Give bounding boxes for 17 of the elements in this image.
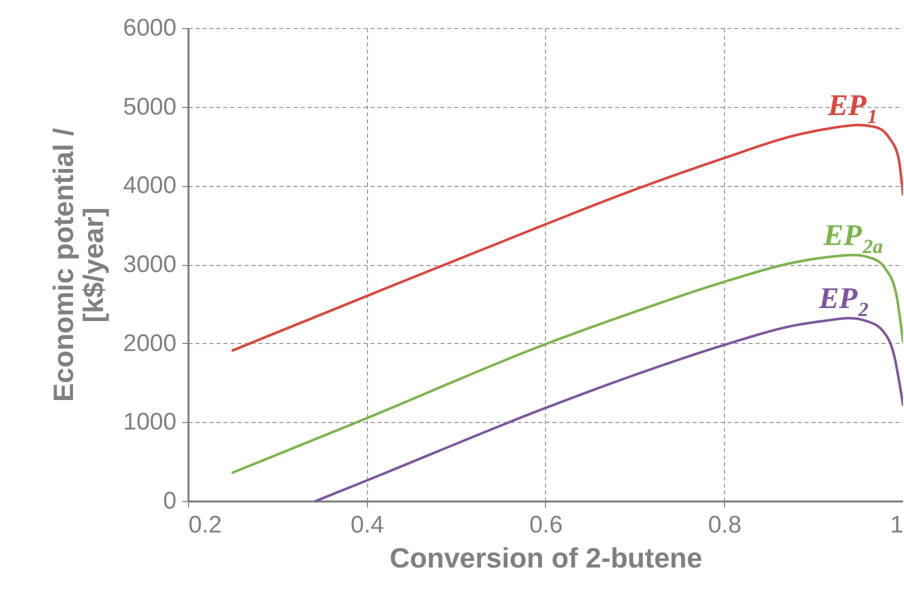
x-axis-title: Conversion of 2-butene	[390, 542, 702, 574]
line-series	[231, 124, 903, 352]
x-tick-label: 0.8	[708, 512, 742, 538]
y-tick-label: 3000	[123, 251, 176, 278]
y-tick-label: 6000	[123, 14, 176, 42]
y-tick-label: 4000	[123, 172, 176, 200]
x-tick-label: 0.6	[529, 512, 563, 538]
y-tick-label: 5000	[123, 93, 176, 120]
x-tick-label: 0.2	[188, 512, 222, 538]
line-series	[314, 316, 903, 502]
y-tick-label: 2000	[123, 330, 176, 357]
y-tick-label: 1000	[123, 408, 176, 436]
y-tick-label: 0	[163, 488, 176, 514]
x-tick-label: 0.4	[350, 512, 384, 538]
x-tick-label: 1	[890, 512, 904, 538]
line-series	[231, 254, 903, 474]
y-axis-title: Economic potential / [k$/year]	[48, 128, 110, 402]
